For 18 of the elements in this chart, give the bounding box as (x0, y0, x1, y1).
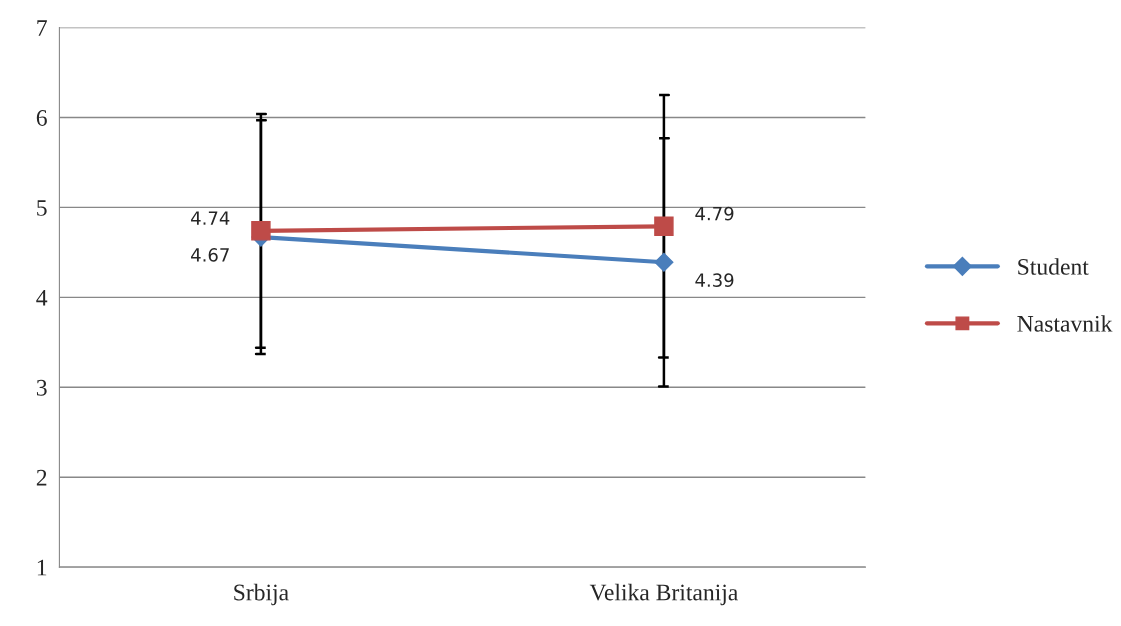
y-tick-label: 4 (36, 290, 48, 306)
y-tick-label: 3 (36, 379, 47, 396)
data-label: 4.74 (191, 211, 230, 225)
data-label: 4.39 (695, 273, 734, 287)
data-label: 4.79 (695, 206, 734, 221)
point (654, 216, 674, 237)
point (251, 221, 271, 241)
legend-label: Nastavnik (1017, 315, 1113, 332)
y-tick-label: 6 (36, 110, 47, 126)
y-tick-label: 2 (36, 469, 47, 486)
point (654, 252, 674, 272)
x-tick-label: Velika Britanija (589, 583, 738, 606)
data-label: 4.67 (191, 248, 229, 262)
x-tick-label: Srbija (234, 583, 289, 606)
legend-label: Student (1018, 258, 1089, 275)
y-tick-label: 7 (37, 20, 47, 36)
y-tick-label: 5 (37, 200, 47, 216)
y-tick-label: 1 (37, 559, 47, 576)
